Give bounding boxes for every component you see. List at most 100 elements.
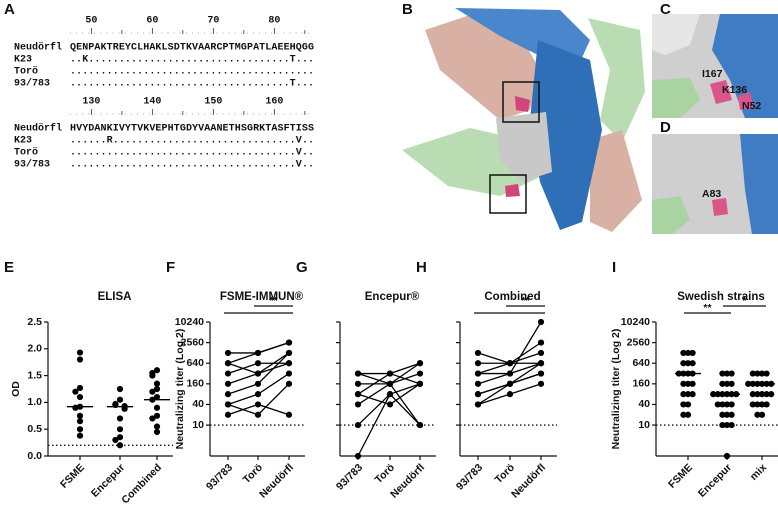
sequence-name: Neudörfl	[14, 42, 62, 54]
data-point	[116, 426, 124, 433]
residue-label: I167	[702, 68, 723, 80]
data-point	[76, 432, 84, 439]
sequence-name: K23	[14, 136, 32, 147]
data-point	[506, 391, 514, 398]
sequence: .....................................V..	[70, 160, 314, 171]
inset-d: D A83	[652, 119, 778, 234]
subject-line	[477, 342, 542, 364]
x-tick-label: Torö	[373, 462, 397, 486]
data-point	[758, 370, 766, 377]
data-point	[149, 388, 156, 395]
data-point	[680, 349, 687, 357]
y-tick-label: 640	[632, 357, 650, 369]
data-point	[719, 411, 726, 418]
subject-line	[477, 372, 542, 406]
data-point	[153, 367, 161, 374]
data-point	[254, 380, 262, 387]
sequence: ....................................T...	[70, 79, 314, 90]
data-point	[719, 421, 726, 429]
significance-label: **	[703, 302, 712, 314]
y-tick-label: 10240	[175, 316, 204, 328]
data-point	[224, 411, 232, 418]
data-point	[684, 391, 692, 398]
sequence: .....................................V..	[70, 148, 314, 159]
data-point	[719, 401, 726, 408]
data-point	[72, 404, 79, 411]
y-tick-label: 0.5	[27, 423, 42, 435]
data-point	[76, 426, 84, 433]
ruler-number: 70	[207, 16, 219, 27]
chart-title: FSME-IMMUN®	[220, 291, 304, 303]
chart-title: Swedish strains	[677, 291, 765, 303]
data-point	[285, 339, 293, 346]
data-point	[153, 393, 161, 401]
ruler-number: 160	[265, 97, 283, 108]
residue-label: N52	[742, 100, 761, 112]
data-point	[680, 360, 687, 367]
x-tick-label: 93/783	[204, 461, 235, 492]
data-point	[153, 385, 161, 393]
x-tick-label: Combined	[119, 462, 164, 507]
data-point	[474, 360, 482, 367]
data-point	[285, 380, 293, 387]
data-point	[684, 411, 692, 418]
data-point	[72, 388, 79, 395]
significance-label: *	[742, 295, 747, 307]
data-point	[474, 380, 482, 387]
ruler-number: 50	[85, 16, 97, 27]
data-point	[758, 391, 766, 398]
data-point	[689, 380, 696, 387]
data-point	[754, 411, 761, 418]
data-point	[149, 372, 156, 379]
panel-letter: A	[4, 1, 15, 18]
panel-letter: B	[402, 1, 413, 18]
data-point	[684, 401, 692, 408]
sequence: ......R..............................V..	[70, 136, 314, 147]
ruler-number: 140	[143, 97, 161, 108]
data-point	[285, 411, 293, 418]
data-point	[689, 391, 696, 398]
data-point	[537, 370, 545, 377]
data-point	[689, 349, 696, 357]
y-tick-label: 160	[632, 378, 650, 390]
data-point	[76, 384, 84, 392]
sequence: ........................................	[70, 67, 314, 78]
data-point	[354, 370, 362, 377]
sequence: ..K.................................T...	[70, 55, 314, 66]
data-point	[76, 393, 84, 401]
data-point	[116, 434, 124, 441]
data-point	[386, 401, 394, 408]
y-tick-label: 2560	[181, 336, 205, 348]
panel-letter: E	[4, 259, 14, 276]
data-point	[749, 391, 756, 398]
data-point	[680, 411, 687, 418]
data-point	[76, 349, 84, 356]
data-point	[416, 421, 424, 429]
y-tick-label: 10240	[621, 316, 650, 328]
y-axis-label: OD	[10, 381, 22, 397]
panel-letter: I	[612, 259, 616, 276]
data-point	[386, 380, 394, 387]
data-point	[116, 442, 124, 449]
ruler-number: 60	[146, 16, 158, 27]
data-point	[354, 452, 362, 460]
data-point	[728, 380, 735, 387]
sequence: HVYDANKIVYTVKVEPHTGDYVAANETHSGRKTASFTISS	[70, 124, 314, 135]
x-tick-label: FSME	[666, 462, 695, 491]
data-point	[76, 418, 84, 425]
data-point	[754, 401, 761, 408]
data-point	[474, 391, 482, 398]
data-point	[254, 411, 262, 418]
chart-title: Combined	[484, 291, 540, 303]
data-point	[719, 370, 726, 377]
subject-line	[227, 383, 290, 416]
sequence-name: 93/783	[14, 78, 50, 90]
data-point	[116, 385, 124, 393]
chart-title: ELISA	[98, 291, 132, 303]
panel-letter: C	[660, 1, 671, 18]
y-tick-label: 40	[638, 398, 650, 410]
data-point	[386, 370, 394, 377]
data-point	[153, 380, 161, 387]
y-axis-label: Neutralizing titer (Log 2)	[174, 329, 186, 450]
